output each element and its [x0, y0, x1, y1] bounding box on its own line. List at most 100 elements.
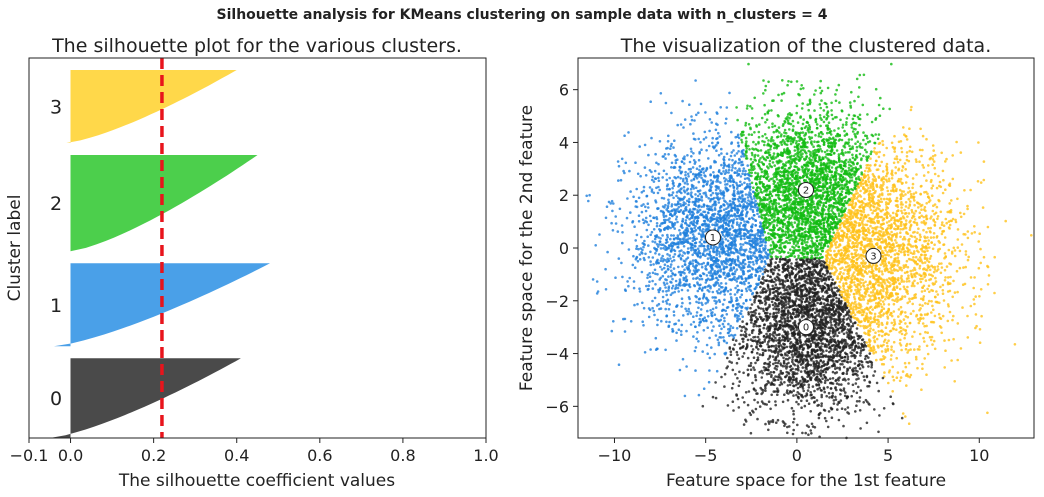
- scatter-point-cluster-1: [665, 178, 669, 182]
- scatter-point-cluster-1: [722, 158, 726, 162]
- scatter-point-cluster-1: [731, 251, 735, 254]
- scatter-point-cluster-1: [743, 177, 747, 181]
- scatter-point-cluster-0: [786, 336, 790, 340]
- scatter-point-cluster-1: [699, 213, 702, 217]
- scatter-point-cluster-1: [616, 230, 620, 233]
- scatter-point-cluster-3: [875, 358, 878, 362]
- scatter-point-cluster-0: [792, 412, 795, 416]
- scatter-point-cluster-0: [807, 402, 811, 406]
- scatter-point-cluster-1: [666, 233, 669, 237]
- scatter-point-cluster-1: [693, 349, 697, 353]
- scatter-point-cluster-0: [807, 386, 811, 389]
- scatter-point-cluster-0: [802, 288, 805, 292]
- scatter-point-cluster-1: [701, 185, 705, 188]
- scatter-point-cluster-1: [706, 252, 709, 256]
- scatter-point-cluster-0: [775, 339, 778, 342]
- scatter-point-cluster-0: [782, 361, 786, 364]
- scatter-point-cluster-0: [792, 428, 795, 432]
- scatter-point-cluster-0: [745, 322, 749, 326]
- scatter-point-cluster-3: [869, 327, 872, 330]
- scatter-point-cluster-1: [719, 331, 722, 335]
- silhouette-x-tick-label: 0.8: [390, 446, 415, 465]
- scatter-point-cluster-0: [809, 363, 813, 367]
- scatter-point-cluster-1: [642, 242, 646, 246]
- scatter-point-cluster-1: [691, 239, 695, 243]
- scatter-point-cluster-0: [833, 363, 836, 366]
- scatter-point-cluster-0: [819, 411, 822, 415]
- scatter-point-cluster-0: [728, 347, 732, 350]
- scatter-point-cluster-1: [681, 211, 685, 215]
- scatter-point-cluster-1: [738, 317, 741, 321]
- scatter-point-cluster-3: [871, 320, 875, 324]
- scatter-point-cluster-1: [720, 282, 723, 285]
- scatter-point-cluster-0: [749, 361, 753, 365]
- scatter-point-cluster-0: [753, 398, 756, 402]
- scatter-point-cluster-0: [789, 285, 793, 288]
- scatter-point-cluster-1: [676, 123, 679, 127]
- scatter-point-cluster-3: [884, 298, 887, 301]
- scatter-point-cluster-1: [684, 207, 687, 210]
- scatter-point-cluster-1: [700, 277, 704, 281]
- scatter-point-cluster-1: [674, 155, 678, 158]
- scatter-point-cluster-0: [767, 372, 771, 376]
- scatter-point-cluster-1: [697, 340, 700, 343]
- scatter-point-cluster-1: [715, 276, 718, 280]
- scatter-point-cluster-0: [848, 366, 852, 370]
- scatter-point-cluster-1: [700, 262, 703, 266]
- scatter-point-cluster-0: [836, 408, 839, 411]
- scatter-point-cluster-1: [655, 243, 659, 246]
- scatter-point-cluster-0: [804, 340, 807, 344]
- scatter-point-cluster-1: [697, 216, 700, 219]
- scatter-point-cluster-1: [700, 176, 703, 180]
- scatter-point-cluster-1: [671, 223, 674, 227]
- scatter-point-cluster-0: [723, 385, 726, 388]
- scatter-point-cluster-0: [834, 386, 837, 389]
- scatter-point-cluster-1: [697, 190, 700, 193]
- scatter-point-cluster-0: [786, 313, 790, 317]
- scatter-point-cluster-2: [762, 79, 765, 82]
- scatter-point-cluster-1: [674, 287, 677, 291]
- scatter-point-cluster-1: [724, 238, 728, 241]
- scatter-point-cluster-1: [736, 204, 739, 208]
- scatter-point-cluster-1: [686, 240, 690, 244]
- scatter-point-cluster-0: [773, 358, 776, 362]
- scatter-point-cluster-0: [780, 378, 783, 381]
- scatter-point-cluster-1: [739, 312, 743, 316]
- scatter-point-cluster-1: [722, 164, 726, 168]
- scatter-point-cluster-0: [754, 308, 758, 312]
- scatter-point-cluster-1: [698, 297, 701, 301]
- scatter-point-cluster-0: [774, 314, 777, 318]
- scatter-point-cluster-1: [720, 205, 723, 209]
- scatter-point-cluster-1: [664, 241, 668, 245]
- scatter-point-cluster-1: [755, 285, 758, 289]
- scatter-point-cluster-1: [724, 282, 728, 285]
- scatter-point-cluster-1: [677, 290, 680, 293]
- scatter-point-cluster-1: [716, 259, 719, 263]
- scatter-point-cluster-0: [764, 386, 767, 390]
- scatter-point-cluster-1: [662, 266, 666, 270]
- scatter-point-cluster-0: [769, 407, 772, 411]
- scatter-point-cluster-3: [880, 334, 884, 338]
- scatter-point-cluster-1: [717, 153, 721, 157]
- scatter-point-cluster-1: [757, 215, 761, 218]
- scatter-point-cluster-0: [796, 386, 800, 390]
- scatter-point-cluster-1: [680, 333, 683, 337]
- scatter-point-cluster-1: [743, 282, 746, 286]
- scatter-point-cluster-1: [665, 260, 669, 264]
- scatter-point-cluster-0: [767, 345, 771, 349]
- scatter-point-cluster-0: [792, 421, 795, 424]
- scatter-point-cluster-1: [706, 244, 710, 247]
- scatter-point-cluster-1: [669, 263, 673, 266]
- scatter-point-cluster-3: [904, 365, 908, 369]
- scatter-point-cluster-0: [752, 322, 756, 326]
- scatter-point-cluster-0: [796, 367, 799, 371]
- scatter-point-cluster-1: [701, 303, 704, 307]
- scatter-point-cluster-1: [755, 270, 758, 274]
- scatter-point-cluster-0: [784, 352, 787, 355]
- scatter-point-cluster-0: [857, 342, 860, 345]
- scatter-point-cluster-1: [677, 270, 681, 274]
- scatter-point-cluster-1: [714, 203, 718, 206]
- scatter-point-cluster-1: [722, 208, 726, 211]
- scatter-point-cluster-1: [746, 269, 750, 273]
- scatter-point-cluster-1: [665, 314, 669, 318]
